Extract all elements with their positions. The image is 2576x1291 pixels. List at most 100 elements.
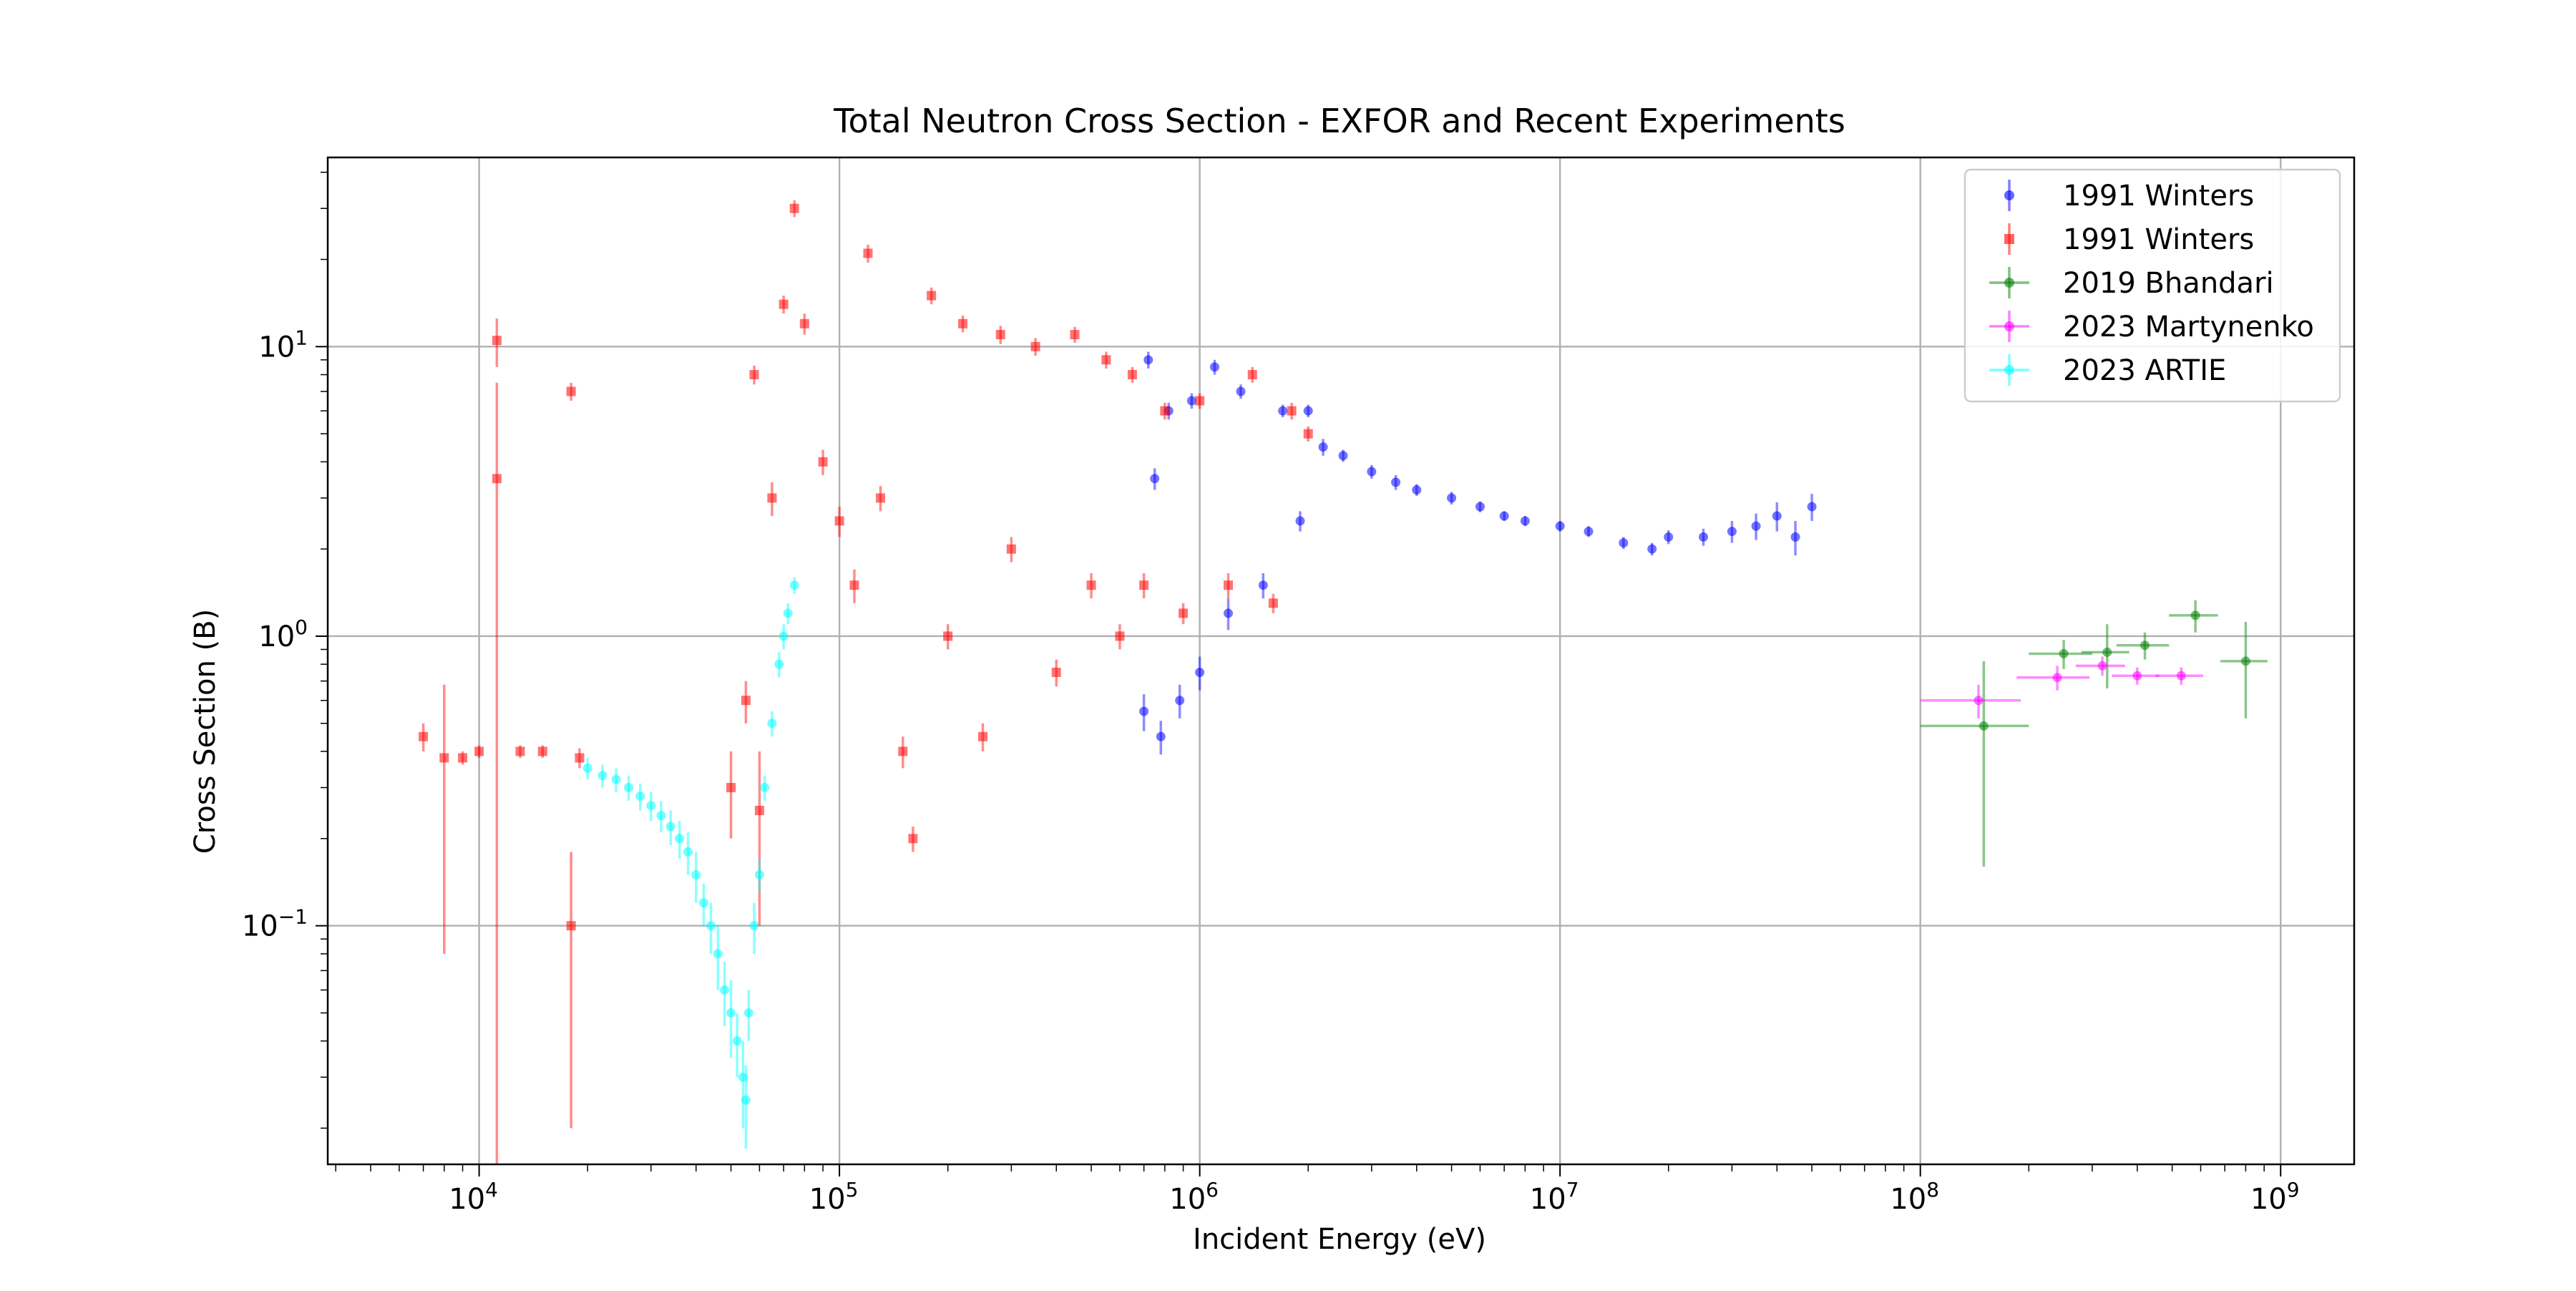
legend-marker: [2004, 234, 2014, 244]
data-point: [875, 493, 885, 503]
data-point: [1475, 502, 1485, 512]
data-point: [713, 949, 723, 959]
x-axis-label: Incident Energy (eV): [1193, 1223, 1486, 1256]
data-point: [1139, 580, 1149, 590]
data-point: [943, 631, 953, 641]
x-tick-label: 108: [1890, 1178, 1939, 1216]
data-point: [898, 746, 908, 756]
data-point: [1520, 516, 1530, 526]
data-point: [1209, 362, 1219, 372]
data-point: [624, 783, 634, 793]
legend-label: 2023 ARTIE: [2063, 354, 2226, 387]
data-point: [1412, 485, 1422, 495]
series-5: [582, 577, 799, 1149]
data-point: [767, 493, 777, 503]
data-point: [1751, 521, 1761, 531]
data-point: [1224, 580, 1234, 590]
data-point: [706, 921, 716, 931]
data-point: [474, 746, 484, 756]
data-point: [1127, 370, 1137, 380]
legend-label: 1991 Winters: [2063, 180, 2254, 213]
data-point: [1699, 532, 1709, 542]
data-point: [1247, 370, 1257, 380]
data-point: [665, 822, 675, 832]
data-point: [656, 811, 666, 821]
data-point: [515, 746, 525, 756]
data-point: [1303, 406, 1313, 416]
data-point: [1070, 330, 1080, 340]
data-point: [1236, 386, 1246, 396]
data-point: [754, 806, 764, 816]
data-point: [1086, 580, 1096, 590]
data-point: [1584, 527, 1594, 537]
series-1: [1139, 351, 1817, 755]
data-point: [1499, 511, 1509, 521]
data-point: [1006, 544, 1016, 554]
y-tick-label: 101: [258, 326, 308, 364]
data-point: [611, 774, 621, 784]
data-point: [741, 1095, 751, 1105]
legend-label: 2019 Bhandari: [2063, 267, 2274, 300]
legend-label: 2023 Martynenko: [2063, 311, 2314, 344]
data-point: [2132, 671, 2142, 681]
series-2: [419, 200, 1313, 1164]
legend-entry: 2023 ARTIE: [1989, 354, 2226, 387]
data-point: [1979, 721, 1989, 731]
data-point: [732, 1036, 742, 1046]
data-point: [1150, 474, 1160, 484]
data-point: [1447, 493, 1457, 503]
data-point: [1186, 396, 1196, 406]
data-point: [1115, 631, 1125, 641]
data-layer: [419, 200, 2268, 1164]
data-point: [863, 248, 873, 258]
data-point: [1195, 396, 1205, 406]
data-point: [849, 580, 859, 590]
data-point: [1258, 580, 1268, 590]
data-point: [741, 696, 751, 706]
data-point: [492, 474, 502, 484]
data-point: [439, 753, 449, 763]
data-point: [2240, 656, 2250, 666]
data-point: [1338, 451, 1348, 461]
data-point: [1175, 696, 1185, 706]
data-point: [537, 746, 547, 756]
data-point: [799, 318, 809, 328]
data-point: [1619, 538, 1629, 548]
data-point: [767, 718, 777, 729]
data-point: [1160, 406, 1170, 416]
chart-title: Total Neutron Cross Section - EXFOR and …: [833, 102, 1845, 140]
legend-entry: 2023 Martynenko: [1989, 311, 2314, 344]
data-point: [1139, 706, 1149, 716]
data-point: [419, 731, 429, 741]
data-point: [1367, 467, 1377, 477]
data-point: [1179, 608, 1189, 618]
data-point: [2140, 640, 2150, 651]
data-point: [774, 659, 784, 669]
data-point: [977, 731, 987, 741]
data-point: [754, 869, 764, 880]
data-point: [492, 336, 502, 346]
data-point: [749, 370, 759, 380]
data-point: [1555, 521, 1565, 531]
data-point: [789, 580, 799, 590]
data-point: [1224, 608, 1234, 618]
data-point: [760, 783, 770, 793]
data-point: [1303, 429, 1313, 439]
y-tick-label: 100: [258, 615, 308, 653]
data-point: [738, 1072, 748, 1082]
data-point: [458, 753, 468, 763]
data-point: [818, 457, 828, 467]
data-point: [646, 801, 656, 811]
axes-layer: 104 105 106 107 108 109 10−1 100 101: [242, 156, 2356, 1216]
y-axis-label: Cross Section (B): [189, 609, 222, 854]
legend-marker: [2004, 321, 2014, 331]
data-point: [1143, 355, 1153, 365]
data-point: [2190, 610, 2200, 620]
data-point: [1790, 532, 1800, 542]
plot-frame: [326, 156, 2356, 1166]
data-point: [1278, 406, 1288, 416]
data-point: [783, 608, 793, 618]
data-point: [1974, 696, 1984, 706]
legend-marker: [2004, 278, 2014, 288]
data-point: [779, 631, 789, 641]
